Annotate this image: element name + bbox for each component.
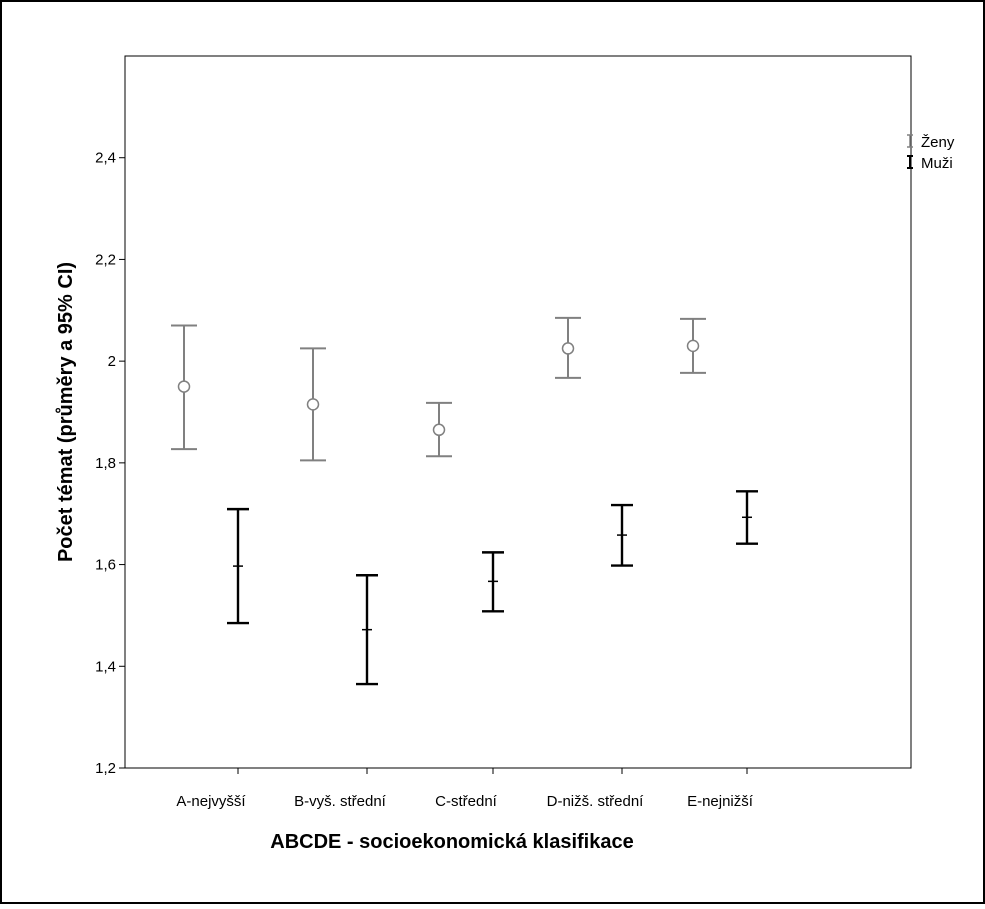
error-bar bbox=[736, 490, 758, 545]
x-tick-label: D-nižš. střední bbox=[547, 793, 645, 810]
error-bar bbox=[680, 317, 706, 374]
x-tick-label: C-střední bbox=[435, 793, 498, 810]
error-bar bbox=[555, 316, 581, 379]
error-bar bbox=[482, 551, 504, 613]
legend-label: Muži bbox=[921, 155, 953, 172]
x-axis-title: ABCDE - socioekonomická klasifikace bbox=[270, 831, 633, 853]
mean-marker bbox=[561, 342, 575, 355]
x-tick-label: B-vyš. střední bbox=[294, 793, 387, 810]
y-axis: 1,2 1,4 1,6 1,8 2 2,2 2,4 bbox=[95, 150, 125, 777]
error-bar bbox=[356, 574, 378, 686]
y-tick-label: 1,4 bbox=[95, 658, 116, 675]
legend-errorbar-icon bbox=[907, 134, 913, 148]
error-bar bbox=[227, 507, 249, 625]
y-tick-label: 2,4 bbox=[95, 150, 116, 167]
error-bar bbox=[611, 503, 633, 567]
x-axis: A-nejvyšší B-vyš. střední C-střední D-nižš.… bbox=[176, 768, 754, 810]
mean-marker bbox=[306, 398, 320, 411]
y-tick-label: 2,2 bbox=[95, 251, 116, 268]
y-tick-label: 1,2 bbox=[95, 760, 116, 777]
series-zeny bbox=[171, 316, 706, 462]
legend-item-zeny: Ženy bbox=[907, 134, 955, 151]
error-bar bbox=[300, 347, 326, 462]
y-tick-label: 1,8 bbox=[95, 455, 116, 472]
mean-marker bbox=[432, 423, 446, 437]
mean-marker bbox=[177, 380, 191, 393]
legend-label: Ženy bbox=[921, 134, 955, 151]
error-bar bbox=[171, 324, 197, 451]
x-tick-label: A-nejvyšší bbox=[176, 793, 246, 810]
y-tick-label: 1,6 bbox=[95, 557, 116, 574]
legend-item-muzi: Muži bbox=[907, 155, 953, 172]
legend-errorbar-icon bbox=[907, 155, 913, 169]
y-axis-title: Počet témat (průměry a 95% CI) bbox=[55, 262, 77, 562]
plot-area bbox=[124, 55, 912, 769]
legend: Ženy Muži bbox=[907, 134, 955, 172]
series-layer bbox=[171, 316, 758, 686]
error-bar bbox=[426, 401, 452, 458]
series-muzi bbox=[227, 490, 758, 686]
mean-marker bbox=[686, 339, 700, 353]
y-tick-label: 2 bbox=[108, 353, 116, 370]
x-tick-label: E-nejnižší bbox=[687, 793, 754, 810]
